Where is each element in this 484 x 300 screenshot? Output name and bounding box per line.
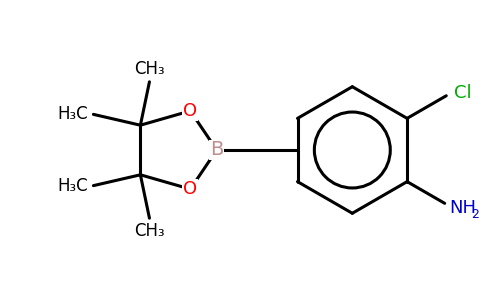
Text: CH₃: CH₃ <box>134 222 165 240</box>
Text: Cl: Cl <box>454 84 472 102</box>
Text: CH₃: CH₃ <box>134 60 165 78</box>
Text: 2: 2 <box>471 208 479 221</box>
Text: O: O <box>183 180 197 198</box>
Text: B: B <box>210 140 224 160</box>
Text: NH: NH <box>450 199 477 217</box>
Text: H₃C: H₃C <box>57 177 88 195</box>
Text: H₃C: H₃C <box>57 105 88 123</box>
Text: O: O <box>183 102 197 120</box>
